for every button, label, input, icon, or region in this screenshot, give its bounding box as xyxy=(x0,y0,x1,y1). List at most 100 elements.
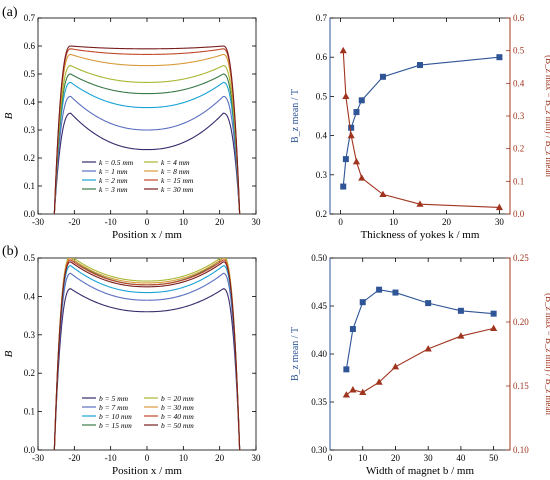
panel-a-left: -30 -20 -10 0 10 20 30 0.0 0.1 0.2 0.3 0.4 0.5 0.6 0.7… xyxy=(3,13,261,241)
y-tick-label: 0.45 xyxy=(311,301,327,311)
x-tick-label: 20 xyxy=(215,453,225,463)
point-square xyxy=(359,299,366,306)
y-tick-label: 0.35 xyxy=(311,397,327,407)
series-line-6 xyxy=(53,258,241,450)
x-tick-label: -20 xyxy=(68,453,80,463)
legend-label: k = 4 mm xyxy=(161,158,190,167)
series-line-2 xyxy=(53,272,241,450)
series-line-2 xyxy=(346,327,494,396)
y2-tick-label: 0.0 xyxy=(513,209,525,219)
legend-label: b = 15 mm xyxy=(99,421,132,430)
x-axis-label: Position x / mm xyxy=(112,229,182,241)
point-square xyxy=(349,326,356,333)
plot-frame xyxy=(37,17,257,215)
point-square xyxy=(348,124,355,131)
y-tick-label: 0.5 xyxy=(316,91,328,101)
legend-label: k = 30 mm xyxy=(161,185,194,194)
point-square xyxy=(392,289,399,296)
x-tick-label: -10 xyxy=(105,217,117,227)
legend-label: k = 0.5 mm xyxy=(99,158,134,167)
y2-axis-label: (B_z max − B_z min) / B_z mean xyxy=(544,55,550,177)
point-triangle xyxy=(391,363,400,370)
x-tick-label: 0 xyxy=(145,217,150,227)
x-tick-label: 30 xyxy=(252,217,262,227)
y2-tick-label: 0.5 xyxy=(513,46,525,56)
series-line-1 xyxy=(53,112,241,214)
x-tick-label: -10 xyxy=(105,453,117,463)
series-line-1 xyxy=(53,288,241,450)
point-triangle xyxy=(490,324,498,331)
y-tick-label: 0.4 xyxy=(24,97,36,107)
point-triangle xyxy=(342,92,350,99)
point-square xyxy=(358,97,365,104)
panel-b-right: 0 10 20 30 40 50 0.30 0.35 0.40 0.45 0.50 0.10 0.15 0… xyxy=(290,253,550,477)
point-triangle xyxy=(352,157,361,165)
y2-tick-label: 0.2 xyxy=(513,144,524,154)
x-tick-label: -20 xyxy=(68,217,80,227)
x-tick-label: -30 xyxy=(32,217,44,227)
point-triangle xyxy=(457,332,465,339)
point-square xyxy=(343,366,350,373)
legend-label: b = 50 mm xyxy=(161,421,194,430)
series-line-2 xyxy=(342,50,500,209)
x-axis-label: Position x / mm xyxy=(112,465,182,477)
point-square xyxy=(425,300,432,307)
y-tick-label: 0.0 xyxy=(24,209,36,219)
point-square xyxy=(457,307,464,314)
curves xyxy=(53,258,241,450)
x-tick-label: 10 xyxy=(389,217,399,227)
y-tick-label: 0.4 xyxy=(316,131,328,141)
point-square xyxy=(496,54,503,61)
plot-frame xyxy=(329,17,511,215)
x-tick-label: 0 xyxy=(338,217,343,227)
panel-b-left: -30 -20 -10 0 10 20 30 0.0 0.1 0.2 0.3 0.4 0.5 b = 5 … xyxy=(3,253,261,477)
y-tick-label: 0.5 xyxy=(24,253,36,263)
legend-label: b = 30 mm xyxy=(161,403,194,412)
y-tick-label: 0.3 xyxy=(24,125,36,135)
x-tick-label: 30 xyxy=(495,217,505,227)
y2-tick-label: 0.20 xyxy=(513,317,529,327)
series-line-3 xyxy=(53,81,241,214)
x-tick-label: 30 xyxy=(424,453,434,463)
legend-label: b = 10 mm xyxy=(99,412,132,421)
point-triangle xyxy=(379,190,387,197)
point-triangle xyxy=(495,203,504,211)
series-line-1 xyxy=(342,56,500,187)
plot-frame xyxy=(329,257,511,451)
point-square xyxy=(376,286,383,293)
legend-label: k = 15 mm xyxy=(161,176,194,185)
series-line-3 xyxy=(53,265,241,450)
y2-tick-label: 0.3 xyxy=(513,111,525,121)
series-line-6 xyxy=(53,53,241,214)
point-square xyxy=(340,183,347,190)
y-tick-label: 0.40 xyxy=(311,349,327,359)
y2-tick-label: 0.15 xyxy=(513,381,529,391)
curves xyxy=(53,45,241,214)
legend-label: k = 2 mm xyxy=(99,176,128,185)
x-axis-label: Thickness of yokes k / mm xyxy=(361,229,480,241)
series-line-7 xyxy=(53,259,241,450)
point-triangle xyxy=(349,386,357,393)
y-axis-label: B_z mean / T xyxy=(290,89,301,143)
point-triangle xyxy=(339,46,347,54)
point-triangle xyxy=(424,345,432,352)
x-axis-label: Width of magnet b / mm xyxy=(366,465,474,477)
y-tick-label: 0.7 xyxy=(24,13,36,23)
x-tick-label: 40 xyxy=(456,453,466,463)
y-tick-label: 0.2 xyxy=(24,153,35,163)
y2-axis-label: (B_z max − B_z min) / B_z mean xyxy=(544,293,550,415)
legend-label: k = 3 mm xyxy=(99,185,128,194)
point-triangle xyxy=(347,131,355,139)
series-line-5 xyxy=(53,258,241,450)
point-square xyxy=(379,73,386,80)
x-tick-label: -30 xyxy=(32,453,44,463)
series-line-8 xyxy=(53,261,241,450)
point-triangle xyxy=(342,391,350,398)
legend-label: k = 8 mm xyxy=(161,167,190,176)
x-tick-label: 30 xyxy=(252,453,262,463)
series-line-2 xyxy=(53,95,241,214)
point-triangle xyxy=(375,378,383,385)
y-tick-label: 0.0 xyxy=(24,445,36,455)
series-line-8 xyxy=(53,45,241,214)
y-tick-label: 0.3 xyxy=(24,330,36,340)
